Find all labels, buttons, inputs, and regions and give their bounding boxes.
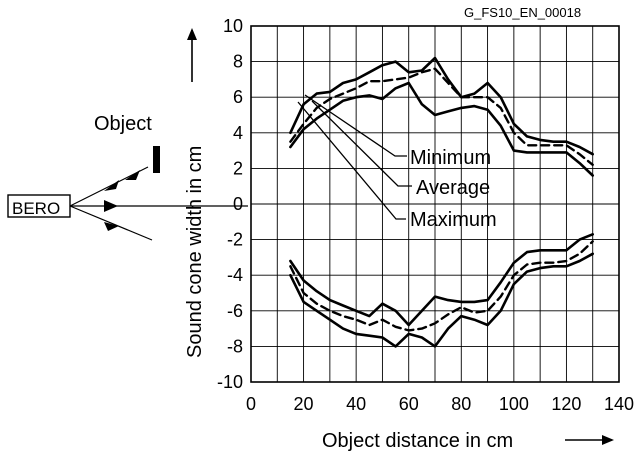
y-tick-label: 0 xyxy=(233,194,243,214)
annotation-average: Average xyxy=(311,100,490,199)
x-tick-label: 80 xyxy=(451,394,471,414)
series-minimum-upper xyxy=(289,81,595,177)
x-tick-label: 20 xyxy=(294,394,314,414)
y-tick-label: 6 xyxy=(233,87,243,107)
object-bar xyxy=(153,146,160,173)
x-axis-label: Object distance in cm xyxy=(322,430,513,452)
object-label: Object xyxy=(94,113,152,135)
bero-label: BERO xyxy=(12,199,60,218)
x-tick-label: 120 xyxy=(551,394,581,414)
annotation-maximum: Maximum xyxy=(297,101,497,231)
series-lines xyxy=(289,56,595,348)
y-tick-label: 10 xyxy=(223,16,243,36)
svg-text:Maximum: Maximum xyxy=(410,209,497,231)
beam-arrow-upper-near-icon xyxy=(104,180,119,191)
svg-text:Minimum: Minimum xyxy=(410,147,491,169)
y-tick-label: -8 xyxy=(227,336,243,356)
sensor-diagram: BERO Object xyxy=(7,113,248,241)
series-average-upper xyxy=(289,67,594,167)
annotation-minimum: Minimum xyxy=(304,94,491,169)
y-tick-label: 2 xyxy=(233,158,243,178)
y-tick-label: -10 xyxy=(217,372,243,392)
series-maximum-upper xyxy=(289,56,595,156)
svg-text:Average: Average xyxy=(416,177,490,199)
x-tick-label: 60 xyxy=(399,394,419,414)
x-tick-label: 140 xyxy=(604,394,634,414)
y-tick-label: -4 xyxy=(227,265,243,285)
beam-arrow-center-icon xyxy=(104,200,118,212)
y-axis-label: Sound cone width in cm xyxy=(184,146,206,358)
y-tick-label: 4 xyxy=(233,123,243,143)
y-tick-label: -6 xyxy=(227,301,243,321)
beam-lower xyxy=(69,205,153,241)
series-average-lower xyxy=(289,240,594,332)
figure-code: G_FS10_EN_00018 xyxy=(464,5,581,20)
x-tick-label: 0 xyxy=(246,394,256,414)
x-tick-label: 100 xyxy=(499,394,529,414)
grid xyxy=(250,25,620,383)
y-tick-label: -2 xyxy=(227,230,243,250)
beam-arrow-upper-far-icon xyxy=(125,170,140,180)
beam-arrow-lower-icon xyxy=(104,222,119,231)
series-minimum-lower xyxy=(289,233,595,327)
series-maximum-lower xyxy=(289,252,595,348)
x-tick-label: 40 xyxy=(346,394,366,414)
y-tick-label: 8 xyxy=(233,52,243,72)
tick-labels: 0 20 40 60 80 100 120 140 -10 -8 -6 -4 -2 0 2 4 6 8 10 xyxy=(217,16,634,414)
plot-frame xyxy=(250,25,620,383)
